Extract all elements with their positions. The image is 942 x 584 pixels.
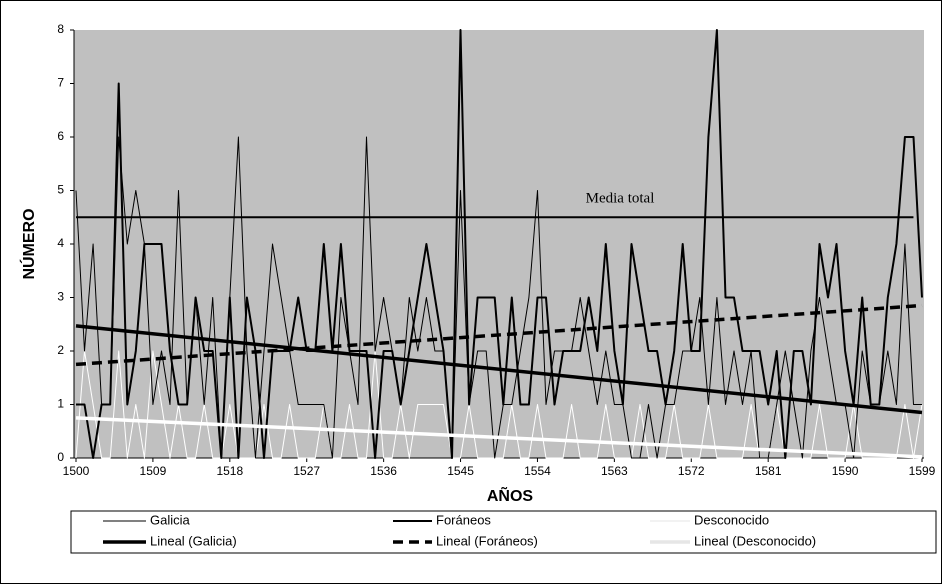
- series-line: [75, 350, 923, 459]
- y-tick-label: 1: [57, 397, 64, 411]
- x-tick-label: 1572: [678, 464, 705, 478]
- x-tick-label: 1500: [63, 464, 90, 478]
- reference-label: Media total: [586, 191, 655, 207]
- legend-label: Desconocido: [694, 512, 769, 527]
- trend-line: [75, 416, 923, 459]
- legend: [70, 510, 937, 554]
- y-tick-label: 7: [57, 76, 64, 90]
- y-tick-label: 6: [57, 129, 64, 143]
- x-tick-label: 1536: [370, 464, 397, 478]
- y-tick-label: 5: [57, 183, 64, 197]
- x-axis-label: AÑOS: [487, 485, 534, 505]
- legend-label: Lineal (Galicia): [150, 533, 237, 548]
- plot-area: [74, 30, 924, 458]
- x-tick-label: 1590: [832, 464, 859, 478]
- y-tick-label: 8: [57, 22, 64, 36]
- x-tick-label: 1599: [909, 464, 936, 478]
- legend-label: Galicia: [150, 512, 191, 527]
- legend-label: Lineal (Desconocido): [694, 533, 816, 548]
- x-tick-label: 1563: [601, 464, 628, 478]
- x-tick-label: 1527: [293, 464, 320, 478]
- y-tick-label: 4: [57, 236, 64, 250]
- y-tick-label: 2: [57, 343, 64, 357]
- y-tick-label: 3: [57, 290, 64, 304]
- y-axis-label: NÚMERO: [19, 208, 38, 279]
- x-tick-label: 1545: [447, 464, 474, 478]
- legend-label: Foráneos: [436, 512, 491, 527]
- x-tick-label: 1554: [524, 464, 551, 478]
- x-tick-label: 1581: [755, 464, 782, 478]
- series-line: [76, 29, 923, 459]
- legend-label: Lineal (Foráneos): [436, 533, 538, 548]
- trend-line: [75, 303, 923, 367]
- x-tick-label: 1518: [216, 464, 243, 478]
- y-tick-label: 0: [57, 450, 64, 464]
- series-line: [75, 136, 922, 459]
- x-tick-label: 1509: [140, 464, 167, 478]
- trend-line: [75, 324, 923, 415]
